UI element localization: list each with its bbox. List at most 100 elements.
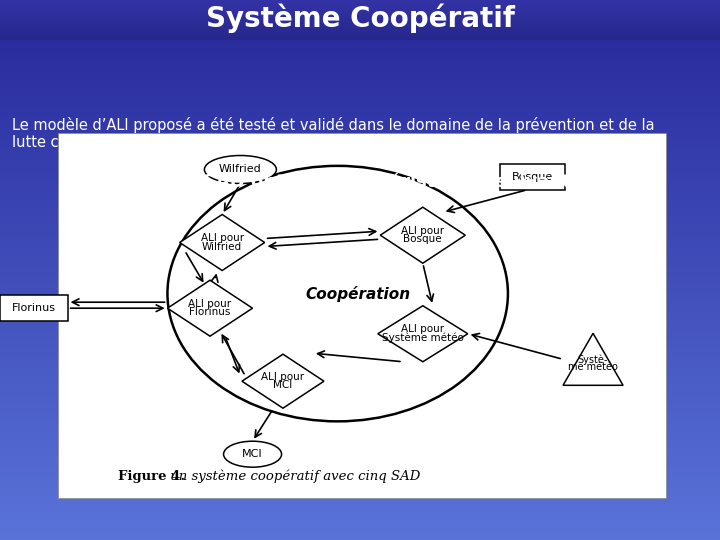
Bar <box>0 248 720 249</box>
Bar <box>0 255 720 256</box>
Bar <box>0 454 720 455</box>
Bar <box>0 243 720 244</box>
Bar <box>0 351 720 352</box>
Bar <box>0 152 720 153</box>
Bar <box>0 239 720 240</box>
Bar <box>0 317 720 318</box>
Bar <box>0 493 720 494</box>
Bar <box>0 106 720 107</box>
Bar <box>0 48 720 49</box>
Bar <box>0 424 720 425</box>
Bar <box>0 484 720 485</box>
Bar <box>0 45 720 46</box>
Bar <box>0 309 720 310</box>
Bar <box>0 251 720 252</box>
Bar <box>0 129 720 130</box>
Bar <box>0 360 720 361</box>
Bar <box>0 4 720 5</box>
Bar <box>0 2 720 3</box>
Bar <box>0 355 720 356</box>
Bar <box>0 446 720 447</box>
Bar <box>0 499 720 500</box>
Bar <box>0 12 720 13</box>
Bar <box>0 224 720 225</box>
Bar <box>0 423 720 424</box>
Bar <box>0 321 720 322</box>
Bar <box>0 525 720 526</box>
Bar <box>0 27 720 28</box>
Bar <box>0 475 720 476</box>
Bar <box>0 409 720 410</box>
Bar <box>0 9 720 10</box>
Bar <box>0 521 720 522</box>
Bar <box>0 104 720 105</box>
Bar <box>0 238 720 239</box>
Bar <box>0 468 720 469</box>
Bar <box>0 47 720 48</box>
Bar <box>0 285 720 286</box>
Bar <box>0 227 720 228</box>
Bar <box>0 459 720 460</box>
Bar <box>0 413 720 414</box>
Bar <box>0 494 720 495</box>
Bar <box>0 193 720 194</box>
Bar <box>0 513 720 514</box>
Bar <box>0 231 720 232</box>
Bar <box>0 287 720 288</box>
Bar <box>0 157 720 158</box>
Bar <box>0 185 720 186</box>
Bar <box>0 204 720 205</box>
Bar <box>0 42 720 43</box>
Bar <box>0 516 720 517</box>
Bar <box>0 22 720 23</box>
Bar <box>0 404 720 405</box>
Bar <box>0 149 720 150</box>
Bar <box>0 504 720 505</box>
Bar <box>0 84 720 85</box>
Bar <box>0 260 720 261</box>
Bar <box>0 338 720 339</box>
Bar <box>0 46 720 47</box>
Bar <box>0 515 720 516</box>
Bar <box>0 303 720 304</box>
Bar <box>0 13 720 14</box>
Bar <box>0 36 720 37</box>
Bar <box>0 240 720 241</box>
Bar <box>0 408 720 409</box>
Text: Le modèle d’ALI proposé a été testé et validé dans le domaine de la prévention e: Le modèle d’ALI proposé a été testé et v… <box>12 117 654 133</box>
Bar <box>0 375 720 376</box>
Text: me météo: me météo <box>568 362 618 372</box>
Bar <box>0 455 720 456</box>
Bar <box>0 161 720 162</box>
Bar <box>0 422 720 423</box>
Bar <box>0 68 720 69</box>
Bar <box>0 24 720 25</box>
Bar <box>0 389 720 390</box>
FancyBboxPatch shape <box>0 295 68 321</box>
Bar <box>0 304 720 305</box>
Bar <box>0 349 720 350</box>
Bar <box>0 80 720 81</box>
Bar <box>0 350 720 351</box>
Bar <box>0 447 720 448</box>
Bar <box>0 75 720 76</box>
Bar <box>0 8 720 9</box>
Bar <box>0 145 720 146</box>
Bar <box>0 29 720 30</box>
Bar <box>0 483 720 484</box>
Bar <box>0 279 720 280</box>
Bar <box>0 325 720 326</box>
Bar <box>0 257 720 258</box>
Bar <box>0 191 720 192</box>
Bar <box>0 296 720 297</box>
Polygon shape <box>380 207 465 263</box>
Bar <box>0 154 720 155</box>
Bar <box>0 184 720 185</box>
Bar <box>0 500 720 501</box>
Polygon shape <box>242 354 324 408</box>
Bar <box>0 150 720 151</box>
Bar <box>0 473 720 474</box>
Bar <box>0 165 720 166</box>
Bar <box>0 299 720 300</box>
Bar <box>0 440 720 441</box>
